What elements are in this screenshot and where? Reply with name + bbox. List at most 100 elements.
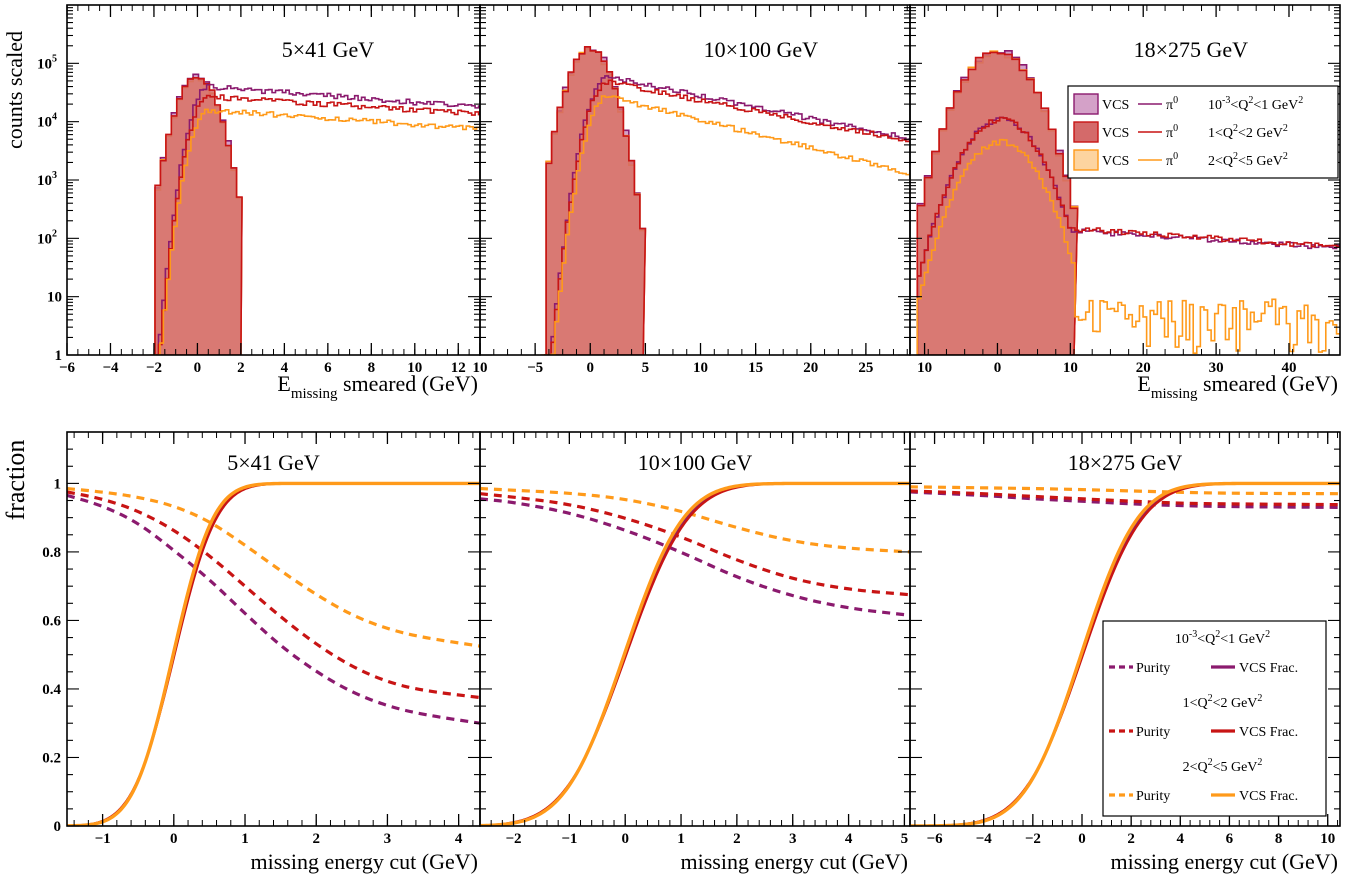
x-tick-label: 10 xyxy=(1063,360,1078,376)
purity-curve-q1 xyxy=(480,497,910,617)
x-tick-label: 4 xyxy=(845,831,853,847)
x-tick-label: 4 xyxy=(281,360,289,376)
x-tick-label: −4 xyxy=(976,831,993,847)
x-tick-label: 0 xyxy=(170,831,178,847)
x-tick-label: −2 xyxy=(1025,831,1041,847)
legend-box xyxy=(1102,620,1327,817)
y-tick-label: 102 xyxy=(37,228,57,247)
y-tick-label: 0.2 xyxy=(42,750,61,766)
y-axis-title: fraction xyxy=(1,440,30,521)
x-tick-label: −6 xyxy=(59,360,76,376)
legend-label-vcs-frac: VCS Frac. xyxy=(1239,725,1298,740)
legend-label-purity: Purity xyxy=(1136,789,1170,804)
pi0-hist-q2 xyxy=(916,116,1340,355)
vcs-hist-q2 xyxy=(545,46,647,355)
x-tick-label: 3 xyxy=(384,831,392,847)
frac-plot-area xyxy=(910,481,1340,826)
legend-header: 2<Q2<5 GeV2 xyxy=(1183,757,1263,775)
legend-label-q2-range: 10-3<Q2<1 GeV2 xyxy=(1208,95,1303,113)
pi0-hist-q1 xyxy=(543,75,910,355)
panel-title: 18×275 GeV xyxy=(1134,37,1249,62)
hist-plot-area xyxy=(149,73,480,355)
x-tick-label: 0 xyxy=(994,360,1002,376)
pi0-hist-q3 xyxy=(540,95,910,355)
x-tick-label: 10 xyxy=(473,360,488,376)
purity-curve-q3 xyxy=(910,485,1340,496)
x-tick-label: 1 xyxy=(241,831,249,847)
x-tick-label: −2 xyxy=(146,360,162,376)
x-axis-title: missing energy cut (GeV) xyxy=(1111,849,1339,874)
legend-label-purity: Purity xyxy=(1136,725,1170,740)
x-tick-label: 4 xyxy=(455,831,463,847)
y-tick-label: 104 xyxy=(37,112,57,131)
pi0-hist-q3 xyxy=(916,138,1340,355)
x-tick-label: 8 xyxy=(1275,831,1283,847)
x-tick-label: 10 xyxy=(693,360,708,376)
x-tick-label: 30 xyxy=(1209,360,1224,376)
x-tick-label: 20 xyxy=(803,360,818,376)
vcs-frac-curve-q3 xyxy=(910,481,1340,826)
y-tick-label: 10 xyxy=(47,290,62,306)
x-tick-label: 0 xyxy=(1078,831,1086,847)
purity-curve-q2 xyxy=(910,489,1340,507)
x-tick-label: 40 xyxy=(1281,360,1296,376)
legend-box xyxy=(1067,85,1339,179)
x-tick-label: −1 xyxy=(561,831,577,847)
vcs-hist-q2 xyxy=(916,51,1079,355)
x-axis-title: Emissing smeared (GeV) xyxy=(1137,371,1338,402)
x-tick-label: 3 xyxy=(789,831,797,847)
hist-panel-top-middle: 10 −5 0 5 10 15 20 25 10×100 GeV xyxy=(473,4,911,376)
pi0-hist-q2 xyxy=(543,79,910,355)
x-tick-label: 5 xyxy=(642,360,650,376)
x-tick-label: 2 xyxy=(733,831,741,847)
x-tick-label: 0 xyxy=(621,831,629,847)
legend-swatch-vcs xyxy=(1073,93,1099,115)
y-axis-title: counts scaled xyxy=(2,31,27,149)
legend-label-vcs: VCS xyxy=(1102,98,1129,113)
x-tick-label: 6 xyxy=(1226,831,1234,847)
hist-frame xyxy=(479,4,911,356)
x-tick-label: 6 xyxy=(324,360,332,376)
x-tick-label: 25 xyxy=(858,360,873,376)
purity-curve-q2 xyxy=(67,490,480,700)
legend-label-vcs: VCS xyxy=(1102,126,1129,141)
y-tick-label: 0.4 xyxy=(42,682,61,698)
frac-legend: 10-3<Q2<1 GeV2 Purity VCS Frac. 1<Q2<2 GeV2… xyxy=(1102,620,1327,817)
x-tick-label: 2 xyxy=(312,831,320,847)
x-tick-label: 0 xyxy=(194,360,202,376)
x-axis-title: Emissing smeared (GeV) xyxy=(277,371,478,402)
frac-frame xyxy=(66,431,481,827)
vcs-hist-q2 xyxy=(154,76,243,355)
x-tick-label: 10 xyxy=(407,360,422,376)
hist-panel-top-right: 10 0 10 20 30 40 18×275 GeV Emissing smeared (G… xyxy=(909,4,1341,402)
x-tick-label: 10 xyxy=(1320,831,1335,847)
frac-plot-area xyxy=(67,481,480,826)
x-tick-label: −1 xyxy=(95,831,111,847)
pi0-hist-q2 xyxy=(155,94,480,355)
y-tick-label: 0.6 xyxy=(42,613,61,629)
x-tick-label: 4 xyxy=(1177,831,1185,847)
legend-label-pi0: π0 xyxy=(1166,151,1178,169)
legend-label-purity: Purity xyxy=(1136,661,1170,676)
legend-label-q2-range: 2<Q2<5 GeV2 xyxy=(1208,151,1288,169)
legend-header: 1<Q2<2 GeV2 xyxy=(1183,693,1263,711)
x-tick-label: 0 xyxy=(587,360,595,376)
y-tick-label: 0 xyxy=(54,819,62,835)
hist-panel-top-left: −6 −4 −2 0 2 4 6 8 10 12 1 10 102 103 104 105 counts sca… xyxy=(2,4,481,402)
purity-curve-q2 xyxy=(480,492,910,597)
pi0-hist-q3 xyxy=(149,108,480,355)
purity-curve-q3 xyxy=(480,486,910,554)
hist-plot-area xyxy=(540,46,910,355)
panel-title: 10×100 GeV xyxy=(638,450,753,475)
legend-swatch-vcs xyxy=(1073,149,1099,171)
legend-label-q2-range: 1<Q2<2 GeV2 xyxy=(1208,123,1288,141)
pi0-hist-q1 xyxy=(155,83,480,355)
frac-plot-area xyxy=(480,481,910,826)
x-tick-label: 2 xyxy=(237,360,245,376)
frac-frame xyxy=(909,431,1341,827)
legend-label-pi0: π0 xyxy=(1166,95,1178,113)
y-tick-label: 105 xyxy=(37,53,57,72)
legend-label-pi0: π0 xyxy=(1166,123,1178,141)
vcs-frac-curve-q3 xyxy=(480,481,910,826)
